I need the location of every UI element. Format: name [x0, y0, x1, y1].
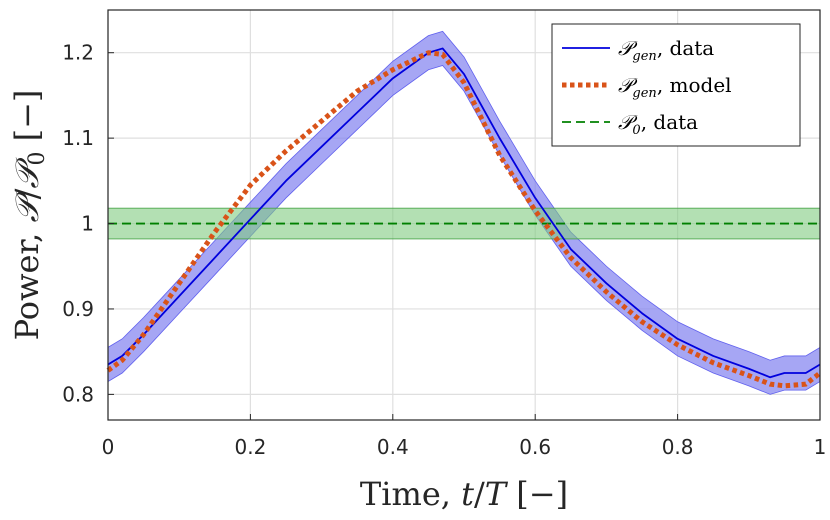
- x-tick-label: 0.8: [662, 435, 694, 459]
- series-lines: [106, 47, 822, 389]
- x-tick-label: 0: [102, 435, 115, 459]
- legend-entry: 𝒫0, data: [562, 110, 698, 138]
- legend-label: 𝒫gen, model: [618, 73, 732, 101]
- y-tick-label: 0.9: [62, 297, 94, 321]
- legend-label: 𝒫0, data: [618, 110, 698, 138]
- y-tick-label: 1.2: [62, 41, 94, 65]
- series-line: [106, 50, 822, 389]
- series-line: [107, 47, 821, 379]
- legend-box: [551, 23, 801, 147]
- y-axis-label: Power, 𝒫/𝒫0 [−]: [8, 90, 50, 341]
- tick-labels: 0 0.2 0.4 0.6 0.8 1 0.8 0.9 1 1.1 1.2: [62, 41, 826, 459]
- x-axis-label: Time, t/T [−]: [360, 475, 568, 513]
- legend-entry: 𝒫gen, model: [562, 73, 732, 101]
- x-tick-label: 0.2: [234, 435, 266, 459]
- y-tick-label: 0.8: [62, 382, 94, 406]
- x-tick-label: 0.4: [377, 435, 409, 459]
- y-tick-label: 1: [81, 212, 94, 236]
- axes-box: [107, 9, 821, 421]
- x-tick-label: 1: [814, 435, 827, 459]
- x-tick-label: 0.6: [519, 435, 551, 459]
- y-tick-label: 1.1: [62, 126, 94, 150]
